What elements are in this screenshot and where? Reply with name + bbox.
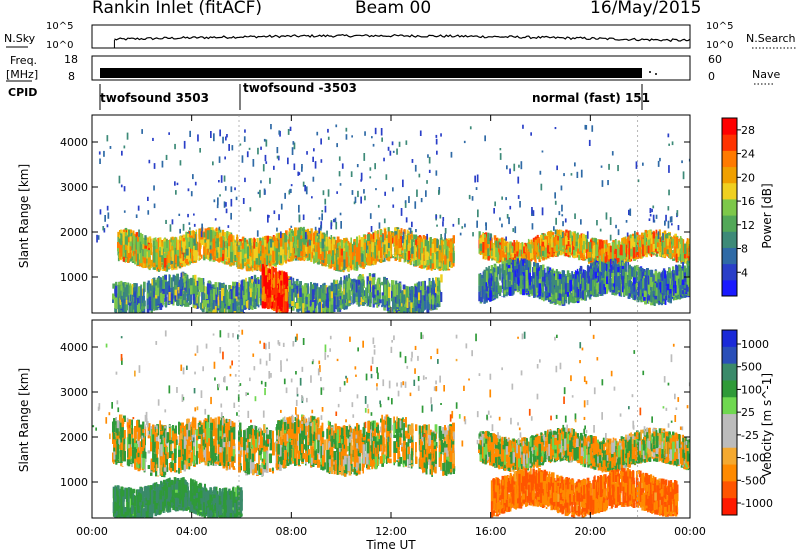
date-title: 16/May/2015 [590, 0, 702, 18]
colorbar-tick: 4 [741, 266, 748, 279]
noise-right-tick-bottom: 10^0 [706, 40, 733, 51]
xtick-label: 20:00 [574, 525, 606, 538]
colorbar-tick: -25 [741, 429, 759, 442]
xtick-label: 00:00 [674, 525, 706, 538]
colorbar-swatch [722, 166, 737, 184]
colorbar-swatch [722, 414, 737, 432]
colorbar-tick: 100 [741, 383, 762, 396]
colorbar-tick: 12 [741, 219, 755, 232]
nave-label: Nave [752, 68, 780, 81]
freq-panel: Freq. [MHz] 18 8 60 0 Nave [6, 53, 780, 85]
cpid-row: CPID twofsound 3503 twofsound -3503 norm… [8, 81, 650, 110]
colorbar-swatch [722, 263, 737, 281]
colorbar-swatch [722, 380, 737, 398]
freq-tick-bottom: 8 [68, 70, 75, 83]
colorbar-swatch [722, 231, 737, 248]
station-title: Rankin Inlet (fitACF) [92, 0, 262, 18]
colorbar-swatch [722, 481, 737, 499]
nave-tick-top: 60 [708, 53, 722, 66]
colorbar-swatch [722, 247, 737, 265]
colorbar-swatch [722, 430, 737, 449]
velocity-colorbar: 1000 500 100 25 -25 -100 -500 -1000 [721, 329, 773, 516]
freq-tick-top: 18 [64, 53, 78, 66]
freq-label-2: [MHz] [6, 68, 38, 81]
velocity-panel: 1000 2000 3000 4000 Slant Range [km] [17, 319, 691, 519]
noise-left-tick-bottom: 10^0 [46, 40, 73, 51]
colorbar-tick: -1000 [741, 497, 773, 510]
colorbar-tick: 8 [741, 243, 748, 256]
colorbar-swatch [722, 447, 737, 466]
velocity-colorbar-label: Velocity [m s^-1] [760, 373, 774, 477]
noise-right-tick-top: 10^5 [706, 21, 733, 32]
ytick-label: 3000 [60, 181, 88, 194]
colorbar-swatch [722, 363, 737, 381]
colorbar-swatch [722, 464, 737, 482]
power-colorbar-label: Power [dB] [760, 183, 774, 248]
noise-left-label: N.Sky [4, 32, 36, 45]
nave-tick-bottom: 0 [708, 70, 715, 83]
colorbar-tick: 20 [741, 171, 755, 184]
colorbar-tick: 500 [741, 361, 762, 374]
colorbar-tick: 16 [741, 195, 755, 208]
ytick-label: 4000 [60, 341, 88, 354]
colorbar-swatch [722, 279, 737, 297]
beam-title: Beam 00 [355, 0, 431, 18]
power-panel: 1000 2000 3000 4000 Slant Range [km] [17, 114, 691, 314]
colorbar-swatch [722, 198, 737, 216]
colorbar-tick: 28 [741, 124, 755, 137]
colorbar-swatch [722, 118, 737, 135]
xtick-label: 16:00 [475, 525, 507, 538]
ytick-label: 1000 [60, 476, 88, 489]
colorbar-swatch [722, 150, 737, 168]
xtick-label: 04:00 [176, 525, 208, 538]
colorbar-swatch [722, 498, 737, 516]
cpid-segment-1: twofsound 3503 [100, 91, 209, 105]
cpid-segment-3: normal (fast) 151 [532, 91, 650, 105]
colorbar-tick: -500 [741, 474, 766, 487]
xtick-label: 12:00 [375, 525, 407, 538]
time-xlabel: Time UT [365, 538, 416, 552]
ytick-label: 4000 [60, 136, 88, 149]
xtick-label: 08:00 [275, 525, 307, 538]
power-ylabel: Slant Range [km] [17, 164, 31, 268]
colorbar-swatch [722, 330, 737, 348]
colorbar-swatch [722, 182, 737, 200]
power-colorbar: 4 8 12 16 20 24 28 [721, 117, 755, 297]
xtick-label: 00:00 [76, 525, 108, 538]
velocity-ylabel: Slant Range [km] [17, 368, 31, 472]
cpid-label: CPID [8, 86, 37, 99]
colorbar-swatch [722, 397, 737, 415]
ytick-label: 2000 [60, 226, 88, 239]
noise-right-label: N.Search [746, 32, 796, 45]
colorbar-swatch [722, 346, 737, 365]
colorbar-tick: -100 [741, 452, 766, 465]
colorbar-tick: 1000 [741, 338, 769, 351]
noise-left-tick-top: 10^5 [46, 21, 73, 32]
ytick-label: 2000 [60, 431, 88, 444]
cpid-segment-2: twofsound -3503 [243, 81, 357, 95]
colorbar-tick: 25 [741, 406, 755, 419]
ytick-label: 1000 [60, 271, 88, 284]
colorbar-swatch [722, 215, 737, 232]
time-axis: 00:00 04:00 08:00 12:00 16:00 20:00 00:00 [76, 525, 706, 538]
colorbar-swatch [722, 134, 737, 151]
colorbar-tick: 24 [741, 148, 755, 161]
freq-label-1: Freq. [10, 54, 37, 67]
freq-band [100, 68, 642, 78]
ytick-label: 3000 [60, 386, 88, 399]
noise-panel: N.Sky 10^5 10^0 10^5 10^0 N.Search [4, 21, 796, 51]
